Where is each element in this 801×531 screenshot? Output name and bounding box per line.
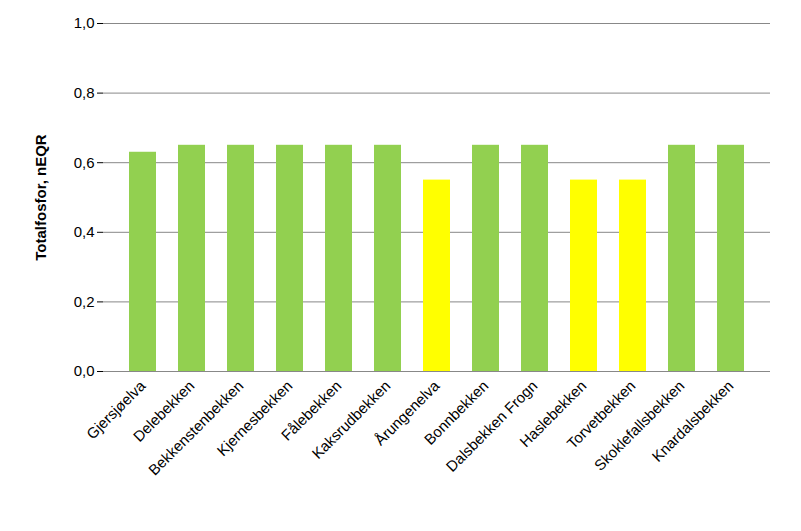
svg-text:0,6: 0,6 xyxy=(74,154,95,171)
svg-text:Bonnbekken: Bonnbekken xyxy=(420,376,492,448)
svg-text:Haslebekken: Haslebekken xyxy=(516,376,590,451)
svg-text:1,0: 1,0 xyxy=(74,14,95,31)
svg-text:Kjernesbekken: Kjernesbekken xyxy=(213,377,295,459)
svg-text:Fålebekken: Fålebekken xyxy=(277,376,345,444)
svg-text:Skoklefallsbekken: Skoklefallsbekken xyxy=(591,377,688,474)
svg-text:0,0: 0,0 xyxy=(74,362,95,379)
svg-text:Torvetbekken: Torvetbekken xyxy=(563,376,639,452)
svg-text:Knardalsbekken: Knardalsbekken xyxy=(648,377,736,465)
svg-text:Kaksrudbekken: Kaksrudbekken xyxy=(308,377,393,462)
svg-text:Dalsbekken Frogn: Dalsbekken Frogn xyxy=(442,377,540,475)
svg-text:Delebekken: Delebekken xyxy=(129,376,198,445)
svg-text:Gjersjøelva: Gjersjøelva xyxy=(82,376,149,443)
svg-text:0,2: 0,2 xyxy=(74,293,95,310)
svg-text:0,4: 0,4 xyxy=(74,223,95,240)
svg-text:Bekkenstenbekken: Bekkenstenbekken xyxy=(145,377,247,479)
svg-text:0,8: 0,8 xyxy=(74,84,95,101)
svg-text:Totalfosfor, nEQR: Totalfosfor, nEQR xyxy=(32,134,49,261)
svg-text:Årungenelva: Årungenelva xyxy=(370,376,443,449)
